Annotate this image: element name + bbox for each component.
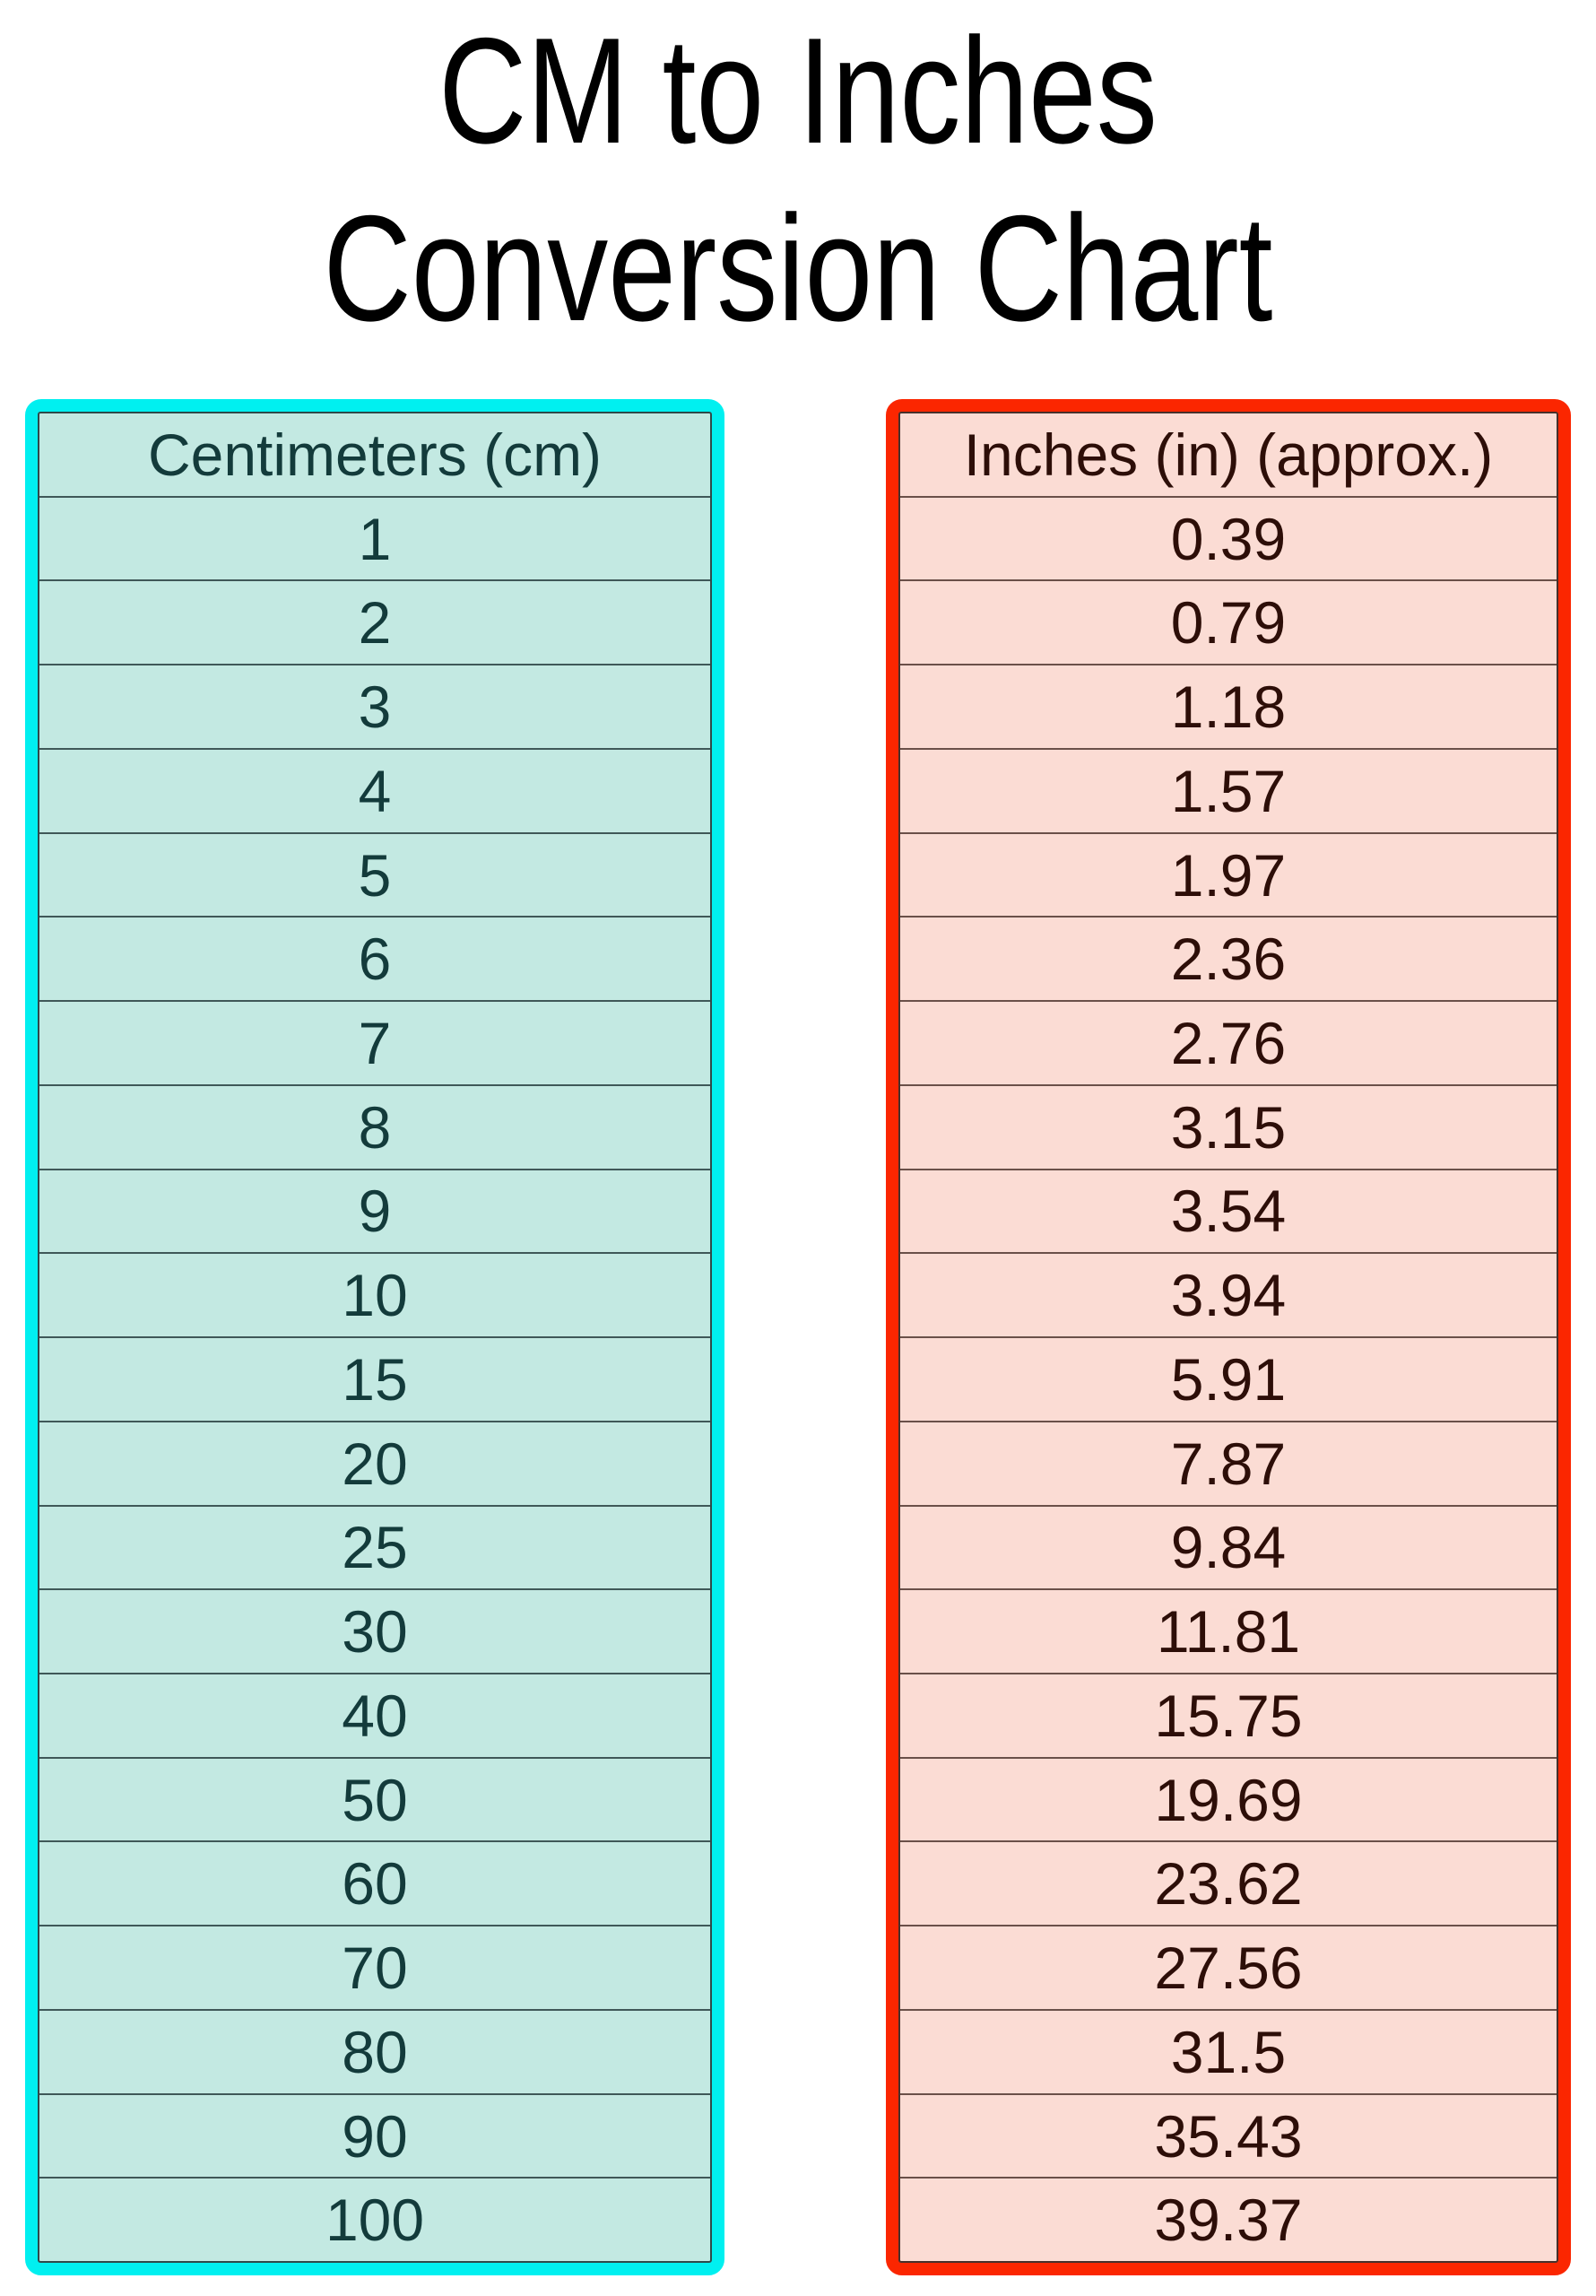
- inches-row-value: 27.56: [1154, 1935, 1303, 2002]
- inches-row: 0.39: [900, 495, 1557, 580]
- inches-row: 1.18: [900, 664, 1557, 748]
- cm-row: 80: [39, 2008, 710, 2093]
- inches-row: 11.81: [900, 1588, 1557, 1673]
- cm-table-body: Centimeters (cm) 1 2 3 4 5 6 7 8 9 10 15 20 25 30 40 50…: [38, 412, 712, 2263]
- inches-row: 3.15: [900, 1083, 1557, 1169]
- cm-row-value: 4: [358, 757, 392, 824]
- inches-row: 39.37: [900, 2177, 1557, 2261]
- cm-row-value: 80: [342, 2018, 408, 2085]
- inches-row: 2.76: [900, 1000, 1557, 1084]
- inches-row: 23.62: [900, 1840, 1557, 1925]
- inches-row: 7.87: [900, 1420, 1557, 1505]
- inches-row-value: 1.97: [1170, 841, 1287, 909]
- cm-row: 100: [39, 2177, 710, 2261]
- cm-row-value: 6: [358, 926, 392, 993]
- cm-row: 70: [39, 1925, 710, 2009]
- cm-row: 2: [39, 579, 710, 664]
- cm-row-value: 40: [342, 1682, 408, 1749]
- cm-row: 15: [39, 1336, 710, 1421]
- inches-row: 3.94: [900, 1252, 1557, 1336]
- cm-row: 40: [39, 1673, 710, 1757]
- cm-row: 3: [39, 664, 710, 748]
- inches-table-header-label: Inches (in) (approx.): [963, 421, 1494, 488]
- inches-row: 19.69: [900, 1756, 1557, 1841]
- cm-row: 50: [39, 1756, 710, 1841]
- cm-row: 9: [39, 1168, 710, 1253]
- cm-row-value: 2: [358, 589, 392, 657]
- cm-table-header: Centimeters (cm): [39, 413, 710, 496]
- cm-table: Centimeters (cm) 1 2 3 4 5 6 7 8 9 10 15 20 25 30 40 50…: [25, 399, 724, 2275]
- inches-row: 9.84: [900, 1504, 1557, 1589]
- cm-row: 7: [39, 1000, 710, 1084]
- cm-row-value: 3: [358, 674, 392, 741]
- page-title-line-2: Conversion Chart: [323, 184, 1273, 352]
- cm-row: 1: [39, 495, 710, 580]
- inches-row: 3.54: [900, 1168, 1557, 1253]
- inches-row-value: 3.15: [1170, 1093, 1287, 1161]
- cm-row: 25: [39, 1504, 710, 1589]
- inches-row-value: 1.57: [1170, 757, 1287, 824]
- inches-row: 1.57: [900, 747, 1557, 832]
- inches-row: 5.91: [900, 1336, 1557, 1421]
- inches-row-value: 19.69: [1154, 1766, 1303, 1833]
- cm-row-value: 30: [342, 1598, 408, 1665]
- cm-row: 60: [39, 1840, 710, 1925]
- inches-row-value: 0.79: [1170, 589, 1287, 657]
- inches-row: 1.97: [900, 831, 1557, 917]
- cm-row-value: 8: [358, 1093, 392, 1161]
- cm-row: 5: [39, 831, 710, 917]
- inches-row: 2.36: [900, 916, 1557, 1000]
- cm-row: 4: [39, 747, 710, 832]
- page-title: CM to Inches Conversion Chart: [0, 2, 1596, 357]
- page-title-line-1: CM to Inches: [438, 6, 1158, 175]
- inches-row: 0.79: [900, 579, 1557, 664]
- cm-row: 30: [39, 1588, 710, 1673]
- inches-table: Inches (in) (approx.) 0.39 0.79 1.18 1.57 1.…: [886, 399, 1571, 2275]
- cm-row: 90: [39, 2092, 710, 2178]
- inches-row-value: 35.43: [1154, 2102, 1303, 2170]
- cm-row-value: 15: [342, 1345, 408, 1413]
- cm-row-value: 7: [358, 1010, 392, 1076]
- cm-row-value: 60: [342, 1850, 408, 1918]
- inches-row-value: 31.5: [1170, 2018, 1287, 2085]
- cm-row-value: 9: [358, 1178, 392, 1245]
- inches-row-value: 23.62: [1154, 1850, 1303, 1918]
- inches-row-value: 7.87: [1170, 1430, 1287, 1497]
- inches-row-value: 39.37: [1154, 2187, 1303, 2254]
- cm-row-value: 25: [342, 1514, 408, 1581]
- cm-row-value: 90: [342, 2102, 408, 2170]
- cm-row-value: 50: [342, 1766, 408, 1833]
- inches-table-body: Inches (in) (approx.) 0.39 0.79 1.18 1.57 1.…: [898, 412, 1558, 2263]
- inches-row: 15.75: [900, 1673, 1557, 1757]
- cm-row-value: 20: [342, 1430, 408, 1497]
- inches-row-value: 3.94: [1170, 1262, 1287, 1329]
- cm-row: 20: [39, 1420, 710, 1505]
- cm-table-header-label: Centimeters (cm): [147, 421, 603, 488]
- inches-row: 31.5: [900, 2008, 1557, 2093]
- inches-row: 27.56: [900, 1925, 1557, 2009]
- cm-row: 8: [39, 1083, 710, 1169]
- cm-row-value: 1: [358, 505, 392, 572]
- cm-row: 6: [39, 916, 710, 1000]
- inches-row-value: 3.54: [1170, 1178, 1287, 1245]
- cm-row-value: 10: [342, 1262, 408, 1329]
- cm-row: 10: [39, 1252, 710, 1336]
- inches-row-value: 1.18: [1170, 674, 1287, 741]
- cm-row-value: 70: [342, 1935, 408, 2002]
- cm-row-value: 5: [358, 841, 392, 909]
- cm-row-value: 100: [325, 2187, 425, 2254]
- inches-row-value: 2.76: [1170, 1010, 1287, 1076]
- inches-table-header: Inches (in) (approx.): [900, 413, 1557, 496]
- inches-row-value: 5.91: [1170, 1345, 1287, 1413]
- inches-row-value: 2.36: [1170, 926, 1287, 993]
- inches-row-value: 11.81: [1156, 1598, 1301, 1665]
- inches-row-value: 0.39: [1170, 505, 1287, 572]
- inches-row-value: 9.84: [1170, 1514, 1287, 1581]
- inches-row: 35.43: [900, 2092, 1557, 2178]
- inches-row-value: 15.75: [1154, 1682, 1303, 1749]
